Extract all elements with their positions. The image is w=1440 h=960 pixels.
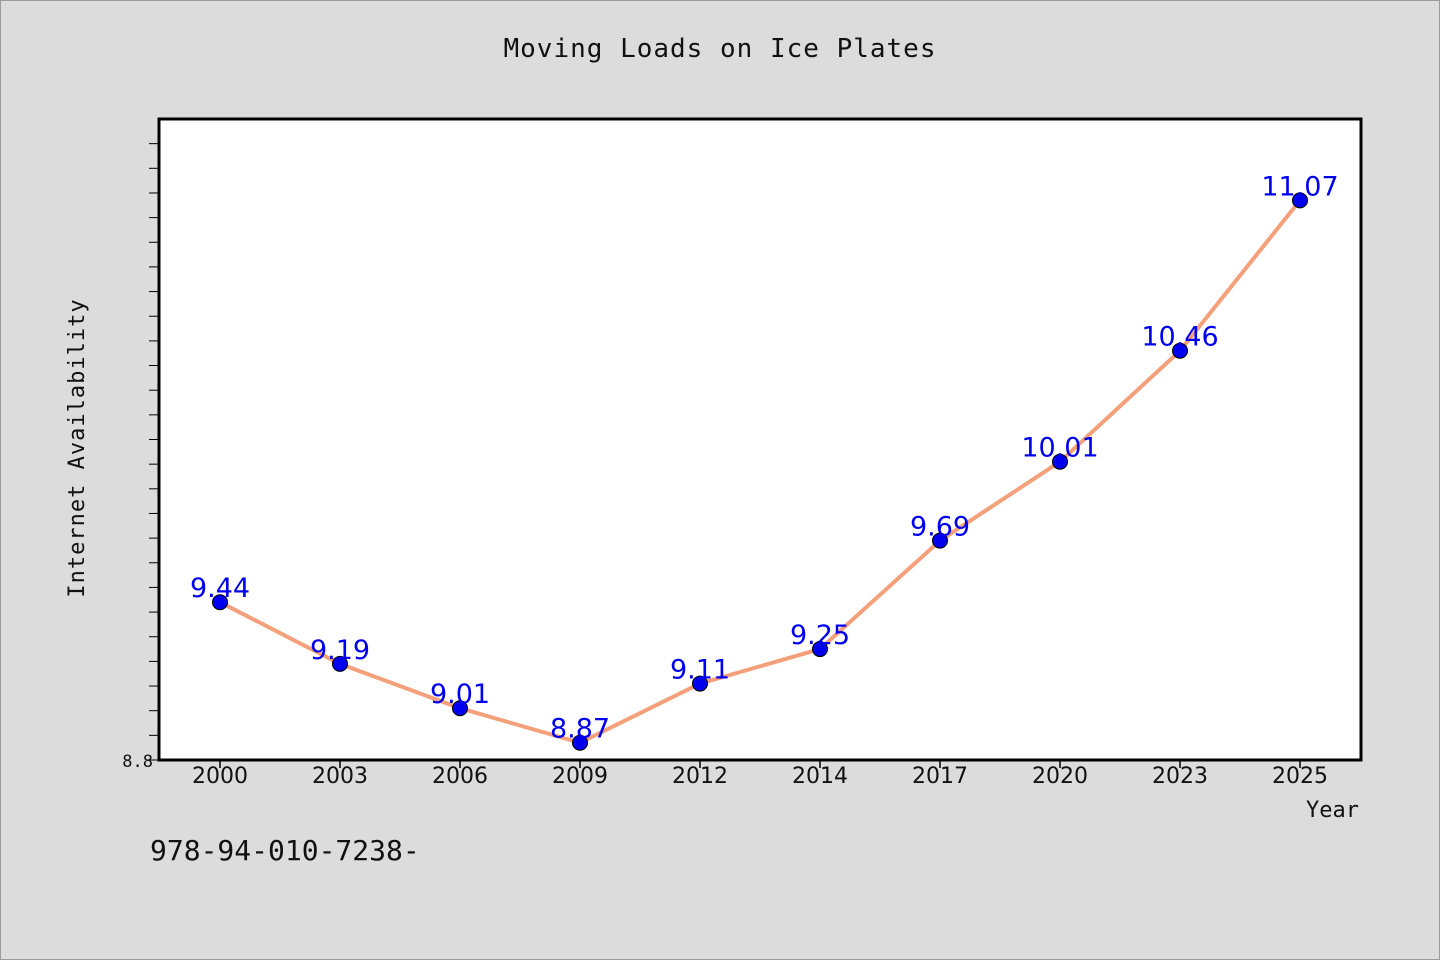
chart-title: Moving Loads on Ice Plates bbox=[503, 34, 937, 64]
data-point bbox=[332, 655, 348, 672]
x-tick-label: 2009 bbox=[552, 764, 608, 789]
data-label: 9.69 bbox=[910, 512, 970, 543]
data-point bbox=[452, 700, 468, 717]
data-label: 9.25 bbox=[790, 620, 850, 651]
x-axis-ticks: 2000 2003 2006 2009 2012 2014 2017 2020 2023 2025 bbox=[192, 760, 1328, 789]
data-label: 9.11 bbox=[670, 655, 730, 686]
data-label: 10.01 bbox=[1021, 433, 1098, 464]
series-points-group bbox=[212, 192, 1308, 751]
data-point bbox=[812, 641, 828, 658]
isbn-text: 978-94-010-7238- bbox=[150, 834, 420, 867]
x-tick-label: 2006 bbox=[432, 764, 488, 789]
plot-area bbox=[157, 117, 1363, 762]
y-tick-label: 8.8 bbox=[122, 752, 153, 772]
data-point bbox=[212, 594, 228, 611]
data-label: 8.87 bbox=[550, 714, 610, 745]
data-point bbox=[692, 675, 708, 692]
data-label: 10.46 bbox=[1141, 322, 1218, 353]
x-tick-label: 2020 bbox=[1032, 764, 1088, 789]
series-line-group bbox=[218, 198, 1302, 745]
data-point bbox=[932, 532, 948, 549]
x-tick-label: 2012 bbox=[672, 764, 728, 789]
x-tick-label: 2003 bbox=[312, 764, 368, 789]
data-labels-group: 9.44 9.19 9.01 8.87 9.11 9.25 9.69 10.01 10.46 11… bbox=[190, 171, 1339, 744]
x-tick-label: 2017 bbox=[912, 764, 968, 789]
data-label: 9.01 bbox=[430, 679, 490, 710]
y-axis-label: Internet Availability bbox=[65, 298, 90, 597]
x-tick-label: 2014 bbox=[792, 764, 848, 789]
series-line bbox=[218, 198, 1302, 745]
data-point bbox=[1052, 453, 1068, 470]
data-label: 11.07 bbox=[1261, 171, 1338, 202]
data-label: 9.44 bbox=[190, 573, 250, 604]
data-point bbox=[1172, 342, 1188, 359]
x-tick-label: 2000 bbox=[192, 764, 248, 789]
y-axis-ticks: 8.8 bbox=[122, 143, 159, 772]
x-axis-label: Year bbox=[1306, 798, 1359, 823]
x-tick-label: 2023 bbox=[1152, 764, 1208, 789]
data-point bbox=[572, 734, 588, 751]
x-tick-label: 2025 bbox=[1272, 764, 1328, 789]
data-point bbox=[1292, 192, 1308, 209]
data-label: 9.19 bbox=[310, 635, 370, 666]
